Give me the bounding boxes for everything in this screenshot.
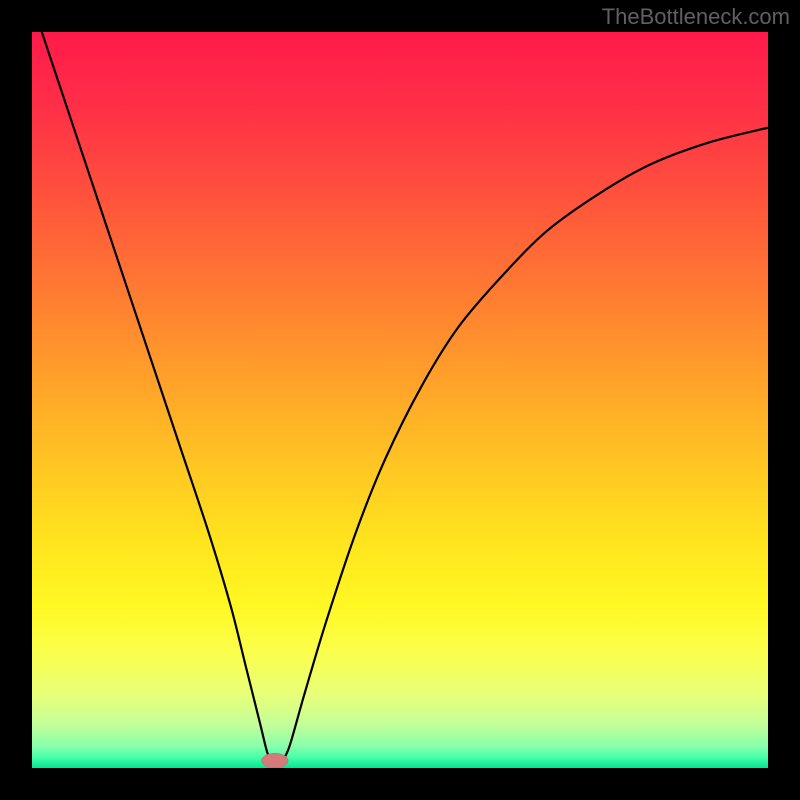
gradient-background [32, 32, 768, 768]
watermark-text: TheBottleneck.com [602, 4, 790, 30]
optimal-point-marker [262, 753, 288, 768]
chart-container: TheBottleneck.com [0, 0, 800, 800]
bottleneck-chart [0, 0, 800, 800]
